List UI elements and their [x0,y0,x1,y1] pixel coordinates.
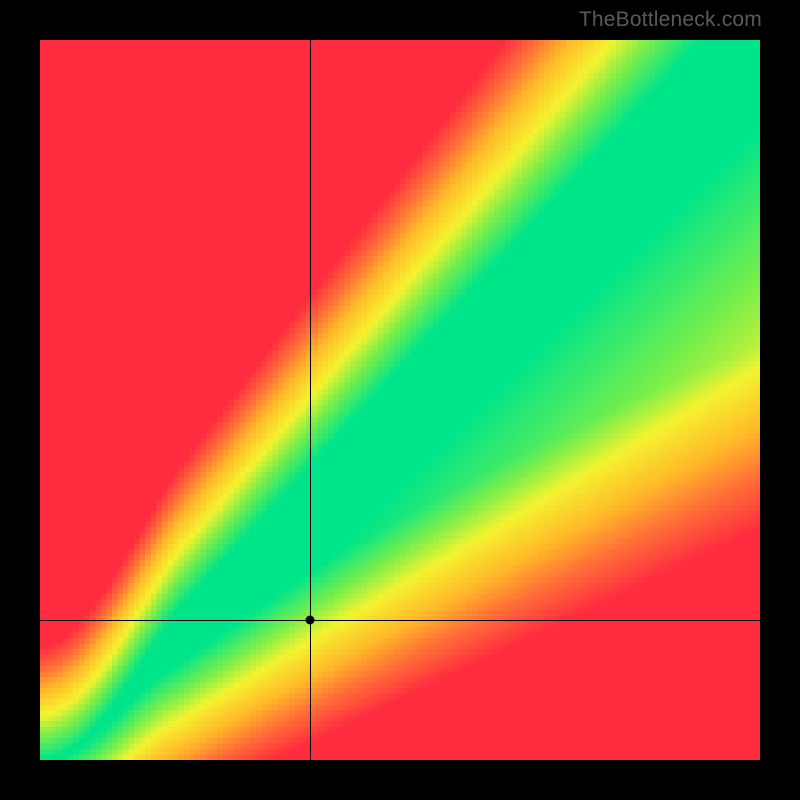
crosshair-horizontal [40,620,760,621]
crosshair-vertical [310,40,311,760]
chart-container: TheBottleneck.com [0,0,800,800]
watermark-text: TheBottleneck.com [579,8,762,32]
crosshair-marker-dot [306,615,315,624]
heatmap-canvas [40,40,760,760]
heatmap-plot [40,40,760,760]
